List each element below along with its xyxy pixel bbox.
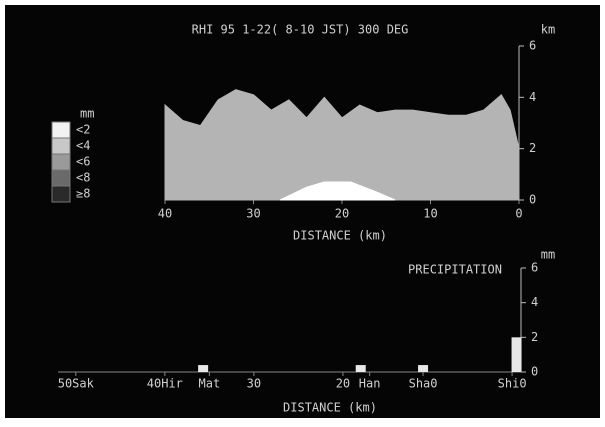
x-tick-label: 50Sak [58,377,95,391]
legend-swatch [52,154,70,170]
x-tick-label: 0 [515,207,522,221]
y-axis-label: km [541,23,555,37]
y-tick-label: 0 [529,193,536,207]
x-tick-label: 10 [423,207,437,221]
y-axis-label: mm [541,248,555,262]
legend-swatch [52,122,70,138]
x-tick-label: Han [359,377,381,391]
legend-label: <6 [76,155,90,169]
y-tick-label: 2 [529,141,536,155]
y-tick-label: 6 [531,261,538,275]
bar [512,337,522,372]
legend-label: ≥8 [76,187,90,201]
legend-swatch [52,186,70,202]
x-tick-label: 30 [247,377,261,391]
x-axis-label: DISTANCE (km) [283,401,377,415]
x-tick-label: 30 [246,207,260,221]
x-tick-label: Mat [199,377,221,391]
x-tick-label: 40Hir [147,377,183,391]
x-axis-label: DISTANCE (km) [293,229,387,243]
x-tick-label: Shi0 [498,377,527,391]
legend-title: mm [80,107,94,121]
y-tick-label: 2 [531,330,538,344]
screen: RHI 95 1-22( 8-10 JST) 300 DEG DISTANCE (… [0,0,605,423]
chart-title: PRECIPITATION [408,263,502,277]
x-tick-label: Sha0 [409,377,438,391]
x-tick-label: 40 [158,207,172,221]
y-tick-label: 4 [529,90,536,104]
bar [198,365,208,372]
legend-swatch [52,170,70,186]
legend-label: <8 [76,171,90,185]
y-tick-label: 4 [531,295,538,309]
x-tick-label: 20 [335,207,349,221]
y-tick-label: 0 [531,365,538,379]
legend-label: <4 [76,139,90,153]
y-tick-label: 6 [529,39,536,53]
legend-swatch [52,138,70,154]
chart-title: RHI 95 1-22( 8-10 JST) 300 DEG [192,23,409,37]
legend-label: <2 [76,123,90,137]
x-tick-label: 20 [336,377,350,391]
background [5,5,600,418]
bar [356,365,366,372]
bar [418,365,428,372]
